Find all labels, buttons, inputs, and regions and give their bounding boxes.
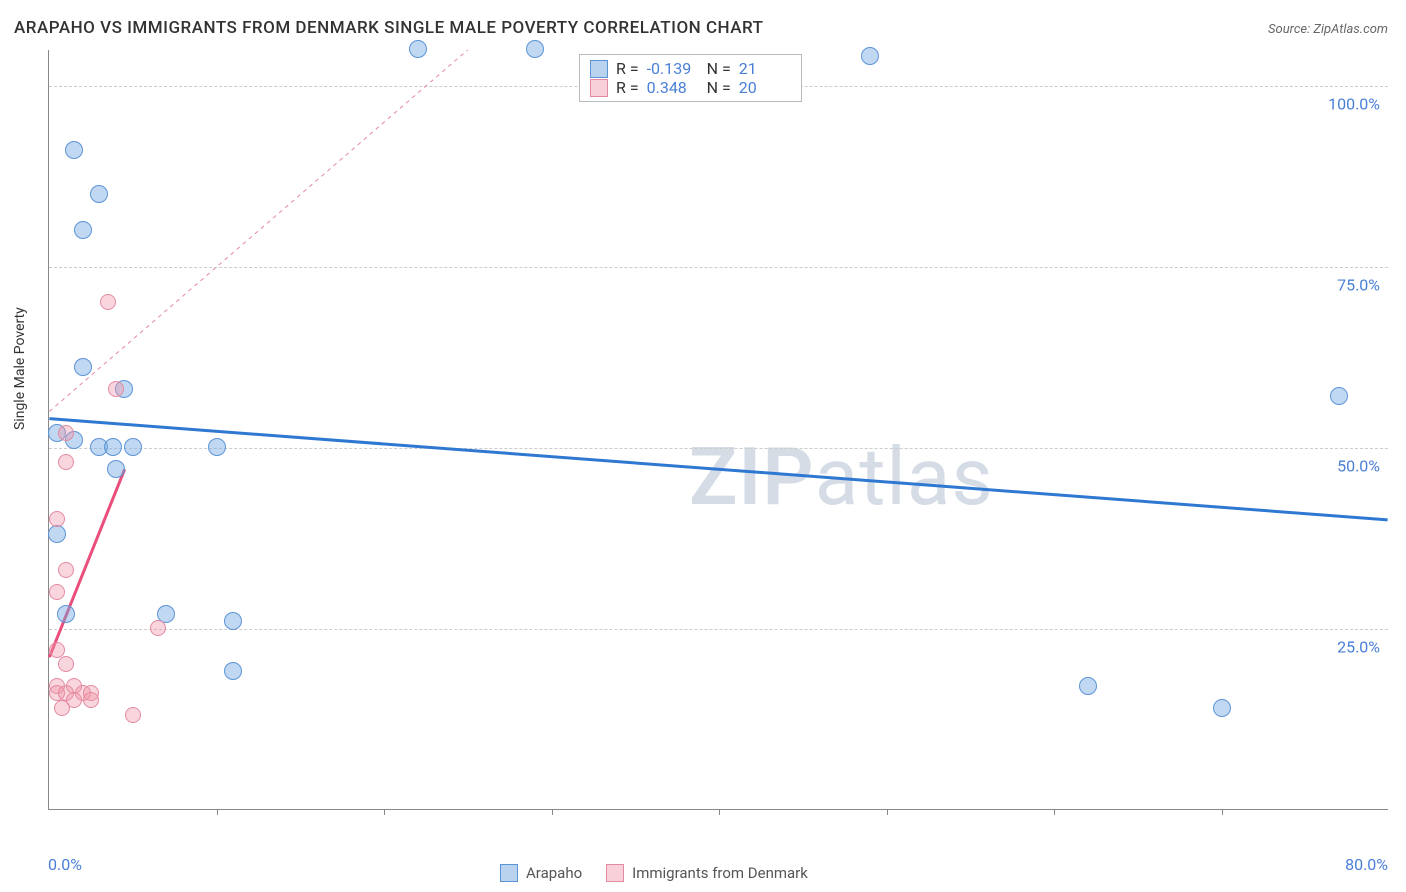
y-tick-label: 25.0% <box>1337 638 1380 657</box>
swatch-pink-icon <box>606 864 624 882</box>
x-tick <box>887 809 888 815</box>
data-point-denmark <box>54 700 70 716</box>
stat-r-label: R = <box>616 59 639 78</box>
data-point-arapaho <box>74 358 92 376</box>
swatch-blue-icon <box>590 60 608 78</box>
y-tick-label: 50.0% <box>1337 457 1380 476</box>
data-point-arapaho <box>224 612 242 630</box>
gridline <box>49 448 1388 449</box>
data-point-denmark <box>125 707 141 723</box>
correlation-stats-box: R = -0.139 N = 21 R = 0.348 N = 20 <box>579 54 802 102</box>
stat-n-value: 20 <box>739 78 791 97</box>
source-attribution: Source: ZipAtlas.com <box>1268 22 1388 37</box>
data-point-arapaho <box>861 47 879 65</box>
stat-n-label: N = <box>707 59 731 78</box>
legend-item-arapaho: Arapaho <box>500 864 582 882</box>
data-point-denmark <box>100 294 116 310</box>
data-point-denmark <box>49 511 65 527</box>
data-point-denmark <box>58 562 74 578</box>
x-tick <box>1222 809 1223 815</box>
x-tick <box>719 809 720 815</box>
data-point-arapaho <box>208 438 226 456</box>
legend-item-denmark: Immigrants from Denmark <box>606 864 808 882</box>
y-tick-label: 100.0% <box>1328 95 1380 114</box>
data-point-arapaho <box>65 141 83 159</box>
x-axis-start-label: 0.0% <box>48 855 82 874</box>
data-point-arapaho <box>48 525 66 543</box>
data-point-denmark <box>108 381 124 397</box>
y-axis-label: Single Male Poverty <box>12 307 28 430</box>
data-point-denmark <box>58 656 74 672</box>
x-tick <box>552 809 553 815</box>
data-point-arapaho <box>1330 387 1348 405</box>
stat-r-value: 0.348 <box>647 78 699 97</box>
stat-n-value: 21 <box>739 59 791 78</box>
x-tick <box>217 809 218 815</box>
legend-label: Immigrants from Denmark <box>632 864 808 882</box>
data-point-denmark <box>49 584 65 600</box>
stats-row-arapaho: R = -0.139 N = 21 <box>590 59 791 78</box>
data-point-arapaho <box>1213 699 1231 717</box>
x-tick <box>1054 809 1055 815</box>
gridline <box>49 629 1388 630</box>
data-point-arapaho <box>57 605 75 623</box>
data-point-denmark <box>83 692 99 708</box>
data-point-arapaho <box>104 438 122 456</box>
data-point-arapaho <box>74 221 92 239</box>
x-axis-end-label: 80.0% <box>1345 855 1388 874</box>
data-point-arapaho <box>409 40 427 58</box>
chart-title: ARAPAHO VS IMMIGRANTS FROM DENMARK SINGL… <box>14 18 764 38</box>
data-point-arapaho <box>526 40 544 58</box>
data-point-arapaho <box>107 460 125 478</box>
y-tick-label: 75.0% <box>1337 276 1380 295</box>
data-point-arapaho <box>124 438 142 456</box>
data-point-arapaho <box>1079 677 1097 695</box>
stat-r-label: R = <box>616 78 639 97</box>
x-tick <box>384 809 385 815</box>
stats-row-denmark: R = 0.348 N = 20 <box>590 78 791 97</box>
data-point-denmark <box>49 642 65 658</box>
legend: Arapaho Immigrants from Denmark <box>500 864 808 882</box>
stat-n-label: N = <box>707 78 731 97</box>
watermark: ZIPatlas <box>689 430 994 524</box>
data-point-denmark <box>58 454 74 470</box>
data-point-denmark <box>150 620 166 636</box>
trend-lines <box>49 50 1388 809</box>
data-point-arapaho <box>224 662 242 680</box>
swatch-pink-icon <box>590 79 608 97</box>
legend-label: Arapaho <box>526 864 582 882</box>
data-point-arapaho <box>90 185 108 203</box>
stat-r-value: -0.139 <box>647 59 699 78</box>
gridline <box>49 267 1388 268</box>
data-point-denmark <box>58 425 74 441</box>
swatch-blue-icon <box>500 864 518 882</box>
scatter-chart: ZIPatlas 25.0% 50.0% 75.0% 100.0% R = -0.13… <box>48 50 1388 810</box>
